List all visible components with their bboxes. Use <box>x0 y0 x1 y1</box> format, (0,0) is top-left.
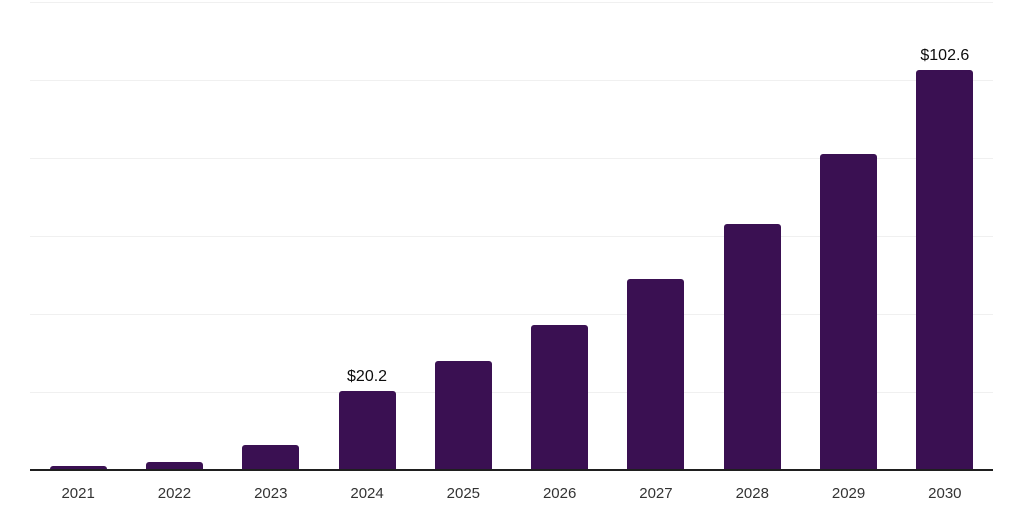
bar-2029 <box>820 154 878 470</box>
x-tick-label-2021: 2021 <box>61 485 95 502</box>
x-tick-label-2027: 2027 <box>639 485 673 502</box>
x-tick-label-2024: 2024 <box>350 485 384 502</box>
bar-2030 <box>916 69 974 470</box>
bar-2023 <box>242 445 300 470</box>
x-axis-labels: 2021 2022 2023 2024 2025 2026 2027 2028 2029 2030 <box>30 485 993 505</box>
gridline-20 <box>30 392 993 393</box>
bar-2021 <box>49 466 107 470</box>
gridline-80 <box>30 158 993 159</box>
x-axis-line <box>30 469 993 471</box>
bar-2028 <box>723 223 781 470</box>
x-tick-label-2029: 2029 <box>831 485 866 502</box>
bar-2024 <box>338 391 396 470</box>
x-tick-label-2022: 2022 <box>157 485 192 502</box>
plot-area: $20.2 $102.6 <box>30 2 993 470</box>
gridline-40 <box>30 314 993 315</box>
x-tick-label-2023: 2023 <box>254 485 288 502</box>
bar-value-label-2024: $20.2 <box>347 368 388 386</box>
x-tick-label-2025: 2025 <box>446 485 481 502</box>
gridline-120 <box>30 2 993 3</box>
x-tick-label-2028: 2028 <box>735 485 769 502</box>
bar-2025 <box>434 361 492 470</box>
x-tick-label-2026: 2026 <box>542 485 577 502</box>
bar-2026 <box>531 324 589 470</box>
gridline-60 <box>30 236 993 237</box>
bar-2022 <box>145 461 203 470</box>
x-tick-label-2030: 2030 <box>928 485 962 502</box>
bar-value-label-2030: $102.6 <box>920 46 970 64</box>
bar-2027 <box>627 279 685 470</box>
gridline-100 <box>30 80 993 81</box>
